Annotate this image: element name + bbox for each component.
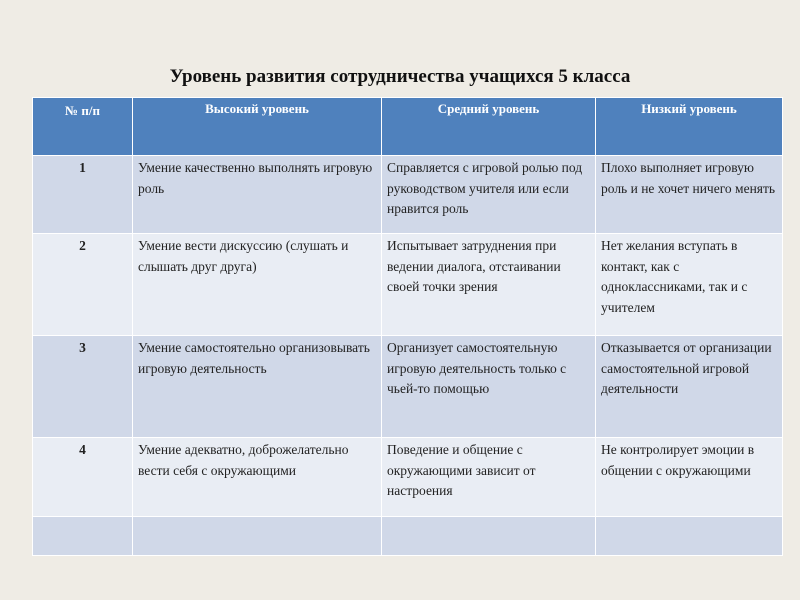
header-high-level: Высокий уровень [132,97,382,156]
header-low-level: Низкий уровень [595,97,783,156]
cell-high [132,516,382,556]
table-row: 4 Умение адекватно, доброжелательно вест… [32,437,783,517]
cell-medium: Испытывает затруднения при ведении диало… [381,233,596,336]
cell-number: 3 [32,335,133,438]
cell-low: Не контролирует эмоции в общении с окруж… [595,437,783,517]
cell-number: 4 [32,437,133,517]
cell-medium: Организует самостоятельную игровую деяте… [381,335,596,438]
cell-number: 2 [32,233,133,336]
cell-low [595,516,783,556]
cell-high: Умение качественно выполнять игровую рол… [132,155,382,234]
cell-number [32,516,133,556]
cell-medium: Справляется с игровой ролью под руководс… [381,155,596,234]
table-header-row: № п/п Высокий уровень Средний уровень Ни… [32,97,783,156]
cell-low: Нет желания вступать в контакт, как с од… [595,233,783,336]
header-number: № п/п [32,97,133,156]
cell-high: Умение адекватно, доброжелательно вести … [132,437,382,517]
cooperation-levels-table: № п/п Высокий уровень Средний уровень Ни… [32,97,783,556]
slide-title: Уровень развития сотрудничества учащихся… [169,66,631,87]
table-row-empty [32,516,783,556]
table-row: 2 Умение вести дискуссию (слушать и слыш… [32,233,783,336]
table-row: 3 Умение самостоятельно организовывать и… [32,335,783,438]
header-medium-level: Средний уровень [381,97,596,156]
cell-low: Плохо выполняет игровую роль и не хочет … [595,155,783,234]
cell-medium [381,516,596,556]
cell-high: Умение вести дискуссию (слушать и слышат… [132,233,382,336]
cell-low: Отказывается от организации самостоятель… [595,335,783,438]
cell-number: 1 [32,155,133,234]
table-row: 1 Умение качественно выполнять игровую р… [32,155,783,234]
cell-high: Умение самостоятельно организовывать игр… [132,335,382,438]
cell-medium: Поведение и общение с окружающими зависи… [381,437,596,517]
